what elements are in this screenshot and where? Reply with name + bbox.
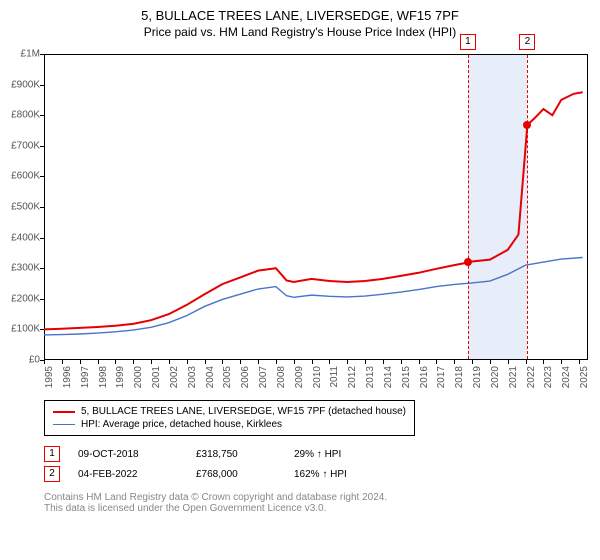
event-dot-2 (523, 121, 531, 129)
event-dot-1 (464, 258, 472, 266)
event-marker-2: 2 (519, 34, 535, 50)
series-property (44, 92, 583, 329)
series-hpi (44, 257, 583, 334)
event-line-2 (527, 55, 528, 359)
chart-svg (0, 0, 600, 560)
event-line-1 (468, 55, 469, 359)
event-marker-1: 1 (460, 34, 476, 50)
